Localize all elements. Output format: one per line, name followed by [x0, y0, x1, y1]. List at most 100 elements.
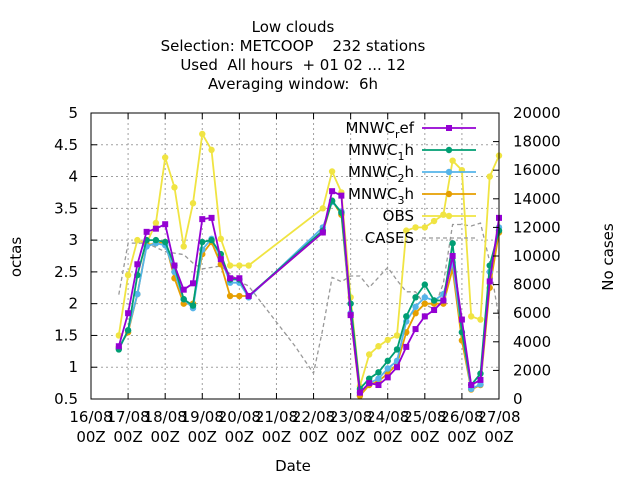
data-point — [199, 238, 206, 246]
data-point — [347, 312, 354, 319]
x-tick-label-hour: 00Z — [484, 428, 513, 446]
y2-tick-label: 18000 — [513, 133, 561, 151]
y2-tick-label: 12000 — [513, 218, 561, 236]
data-point — [319, 229, 326, 236]
data-point — [152, 219, 160, 227]
legend-label: OBS — [383, 207, 414, 225]
data-point — [143, 228, 150, 235]
data-point — [421, 300, 429, 307]
data-point — [162, 221, 169, 228]
data-point — [421, 313, 428, 320]
x-tick-label-date: 26/08 — [440, 408, 483, 426]
x-axis: 16/0800Z17/0800Z18/0800Z19/0800Z20/0800Z… — [69, 113, 521, 446]
plot-series — [115, 130, 503, 400]
x-tick-label-date: 21/08 — [255, 408, 298, 426]
y2-tick-label: 4000 — [513, 333, 551, 351]
data-point — [190, 280, 196, 287]
chart-title-line-1: Low clouds — [252, 18, 335, 36]
x-axis-label: Date — [275, 457, 311, 475]
x-tick-label-date: 24/08 — [366, 408, 409, 426]
data-point — [217, 235, 225, 243]
data-point — [180, 286, 187, 293]
y2-tick-label: 6000 — [513, 304, 551, 322]
data-point — [403, 227, 410, 234]
data-point — [134, 261, 141, 268]
data-point — [115, 332, 123, 339]
y2-tick-label: 0 — [513, 390, 523, 408]
data-point — [412, 294, 419, 301]
data-point — [245, 262, 252, 269]
data-point — [171, 184, 178, 191]
legend-label: CASES — [365, 229, 414, 247]
data-point — [236, 292, 243, 300]
y-tick-label: 0.5 — [54, 390, 78, 408]
data-point — [208, 146, 215, 154]
data-point — [134, 290, 141, 298]
x-tick-label-hour: 00Z — [76, 428, 105, 446]
y2-tick-label: 20000 — [513, 104, 561, 122]
x-tick-label-date: 25/08 — [403, 408, 446, 426]
data-point — [152, 225, 159, 232]
legend-label: MNWCref — [345, 119, 414, 141]
data-point — [421, 294, 429, 301]
legend-swatch-marker — [446, 125, 452, 131]
x-tick-label-hour: 00Z — [150, 428, 179, 446]
x-tick-label-date: 23/08 — [329, 408, 372, 426]
chart-title-line-3: Used All hours + 01 02 ... 12 — [180, 56, 405, 74]
x-tick-label-date: 19/08 — [181, 408, 224, 426]
y-tick-label: 1 — [68, 358, 78, 376]
y2-tick-label: 10000 — [513, 247, 561, 265]
data-point — [403, 313, 410, 320]
y-tick-label: 4 — [68, 168, 78, 186]
data-point — [115, 343, 122, 350]
data-point — [208, 236, 215, 244]
data-point — [467, 313, 475, 320]
chart-title: Low clouds Selection: METCOOP 232 statio… — [161, 18, 426, 93]
data-point — [440, 297, 447, 304]
x-tick-label-date: 18/08 — [144, 408, 187, 426]
data-point — [124, 271, 132, 279]
data-point — [134, 236, 141, 244]
y-tick-label: 3 — [68, 231, 78, 249]
data-point — [449, 253, 456, 259]
data-point — [180, 296, 187, 303]
legend-label: MNWC2h — [348, 163, 414, 185]
legend-swatch-marker — [445, 168, 453, 176]
data-point — [384, 336, 391, 344]
data-point — [199, 130, 206, 138]
y2-tick-label: 14000 — [513, 190, 561, 208]
data-point — [384, 357, 391, 365]
data-point — [421, 224, 429, 231]
data-point — [412, 326, 419, 333]
y-axis-left: 0.5 1 1.5 2 2.5 3 3.5 4 4.5 5 — [54, 104, 97, 408]
data-point — [431, 307, 438, 314]
data-point — [189, 302, 197, 309]
data-point — [468, 382, 475, 389]
x-tick-label-date: 17/08 — [106, 408, 149, 426]
data-point — [329, 188, 336, 195]
x-tick-label-date: 20/08 — [218, 408, 261, 426]
x-tick-label-date: 16/08 — [69, 408, 112, 426]
data-point — [245, 293, 252, 300]
data-point — [226, 262, 234, 269]
series-line — [118, 222, 500, 375]
y-tick-label: 2.5 — [54, 263, 78, 281]
x-tick-label-hour: 00Z — [447, 428, 476, 446]
y-tick-label: 1.5 — [54, 326, 78, 344]
data-point — [393, 332, 401, 339]
data-point — [375, 369, 382, 376]
x-tick-label-hour: 00Z — [262, 428, 291, 446]
data-point — [180, 243, 187, 250]
data-point — [356, 389, 363, 396]
data-point — [208, 214, 215, 221]
x-tick-label-hour: 00Z — [113, 428, 142, 446]
chart-title-line-4: Averaging window: 6h — [208, 75, 378, 93]
data-point — [430, 217, 438, 225]
series-cases — [118, 222, 500, 375]
x-tick-label-hour: 00Z — [225, 428, 254, 446]
data-point — [412, 303, 419, 311]
data-point — [189, 200, 197, 207]
x-tick-label-date: 22/08 — [292, 408, 335, 426]
y2-tick-label: 16000 — [513, 161, 561, 179]
x-tick-label-hour: 00Z — [373, 428, 402, 446]
